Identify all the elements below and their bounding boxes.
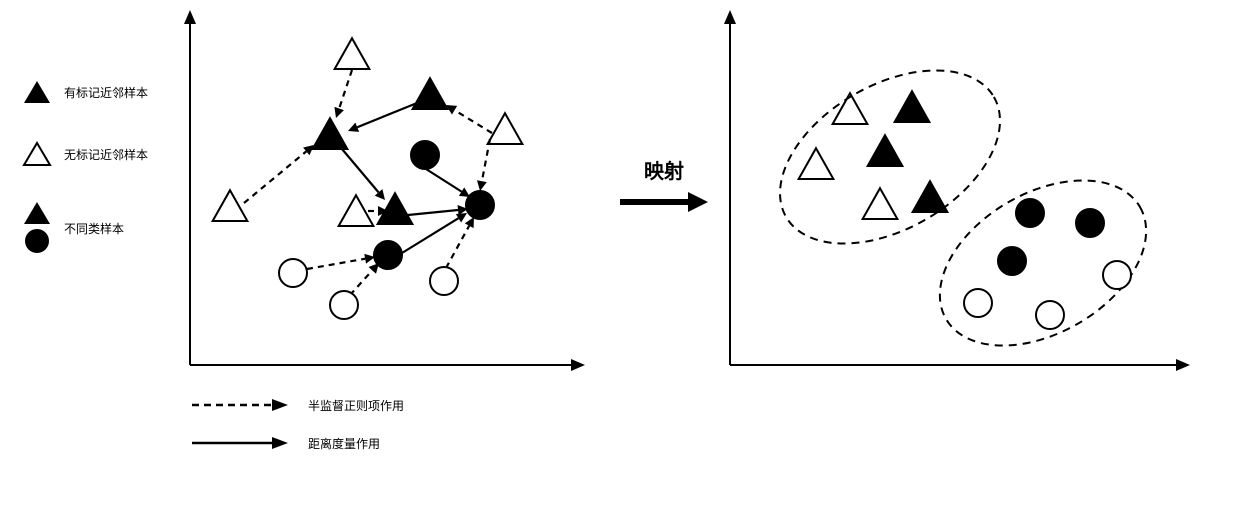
mapping-arrow-icon bbox=[618, 190, 708, 214]
plot-right bbox=[720, 5, 1200, 385]
legend-label: 有标记近邻样本 bbox=[64, 84, 148, 101]
legend-label: 距离度量作用 bbox=[308, 435, 380, 452]
mapping-label: 映射 bbox=[634, 155, 694, 184]
legend-item-labeled: 有标记近邻样本 bbox=[20, 75, 175, 109]
plot-left bbox=[180, 5, 600, 385]
solid-arrow-icon bbox=[190, 433, 290, 453]
dashed-arrow-icon bbox=[190, 395, 290, 415]
legend-label: 半监督正则项作用 bbox=[308, 397, 404, 414]
legend-label: 不同类样本 bbox=[64, 220, 124, 237]
triangle-filled-icon bbox=[20, 75, 54, 109]
legend-label: 无标记近邻样本 bbox=[64, 146, 148, 163]
triangle-circle-pair-icon bbox=[20, 199, 54, 257]
legend-row-dashed: 半监督正则项作用 bbox=[190, 395, 404, 415]
legend-item-different-class: 不同类样本 bbox=[20, 199, 175, 257]
legend-bottom: 半监督正则项作用 距离度量作用 bbox=[190, 395, 404, 471]
diagram-container: 有标记近邻样本 无标记近邻样本 不同类样本 映射 bbox=[0, 0, 1240, 509]
legend-left: 有标记近邻样本 无标记近邻样本 不同类样本 bbox=[20, 75, 175, 285]
legend-row-solid: 距离度量作用 bbox=[190, 433, 404, 453]
triangle-outline-icon bbox=[20, 137, 54, 171]
legend-item-unlabeled: 无标记近邻样本 bbox=[20, 137, 175, 171]
